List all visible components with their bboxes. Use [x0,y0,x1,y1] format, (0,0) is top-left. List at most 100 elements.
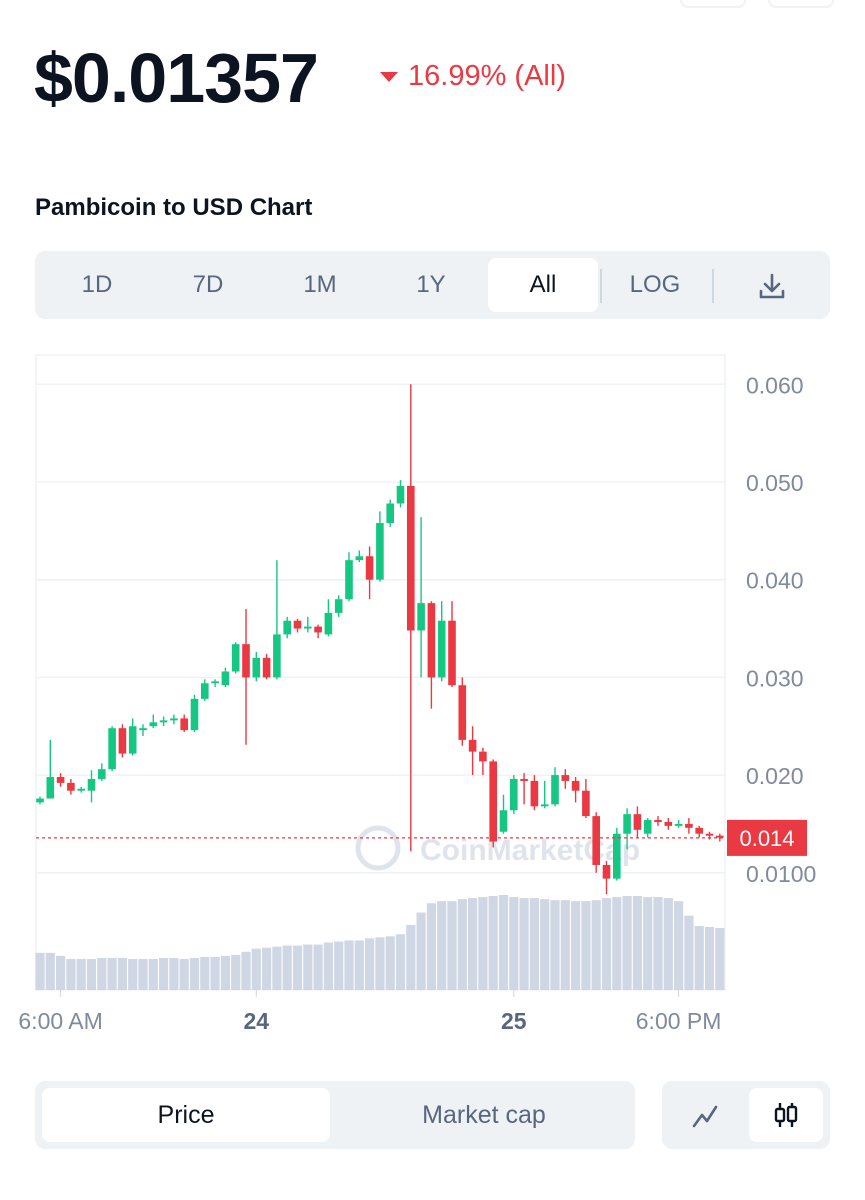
volume-bar [365,938,375,990]
candle-body [386,503,394,524]
candle-body [437,620,446,678]
candle-body [159,720,168,723]
volume-bar [715,928,725,990]
candle-body [499,810,508,832]
candle-body [448,620,456,686]
candle-body [468,739,477,752]
volume-bar [344,940,354,990]
candle-body [67,782,75,791]
y-tick-label: 0.050 [746,470,804,496]
y-tick-label: 0.020 [746,763,804,789]
candle-body [98,769,106,779]
candle-body [87,778,96,791]
volume-bar [189,957,200,990]
volume-bar [395,934,406,990]
candle-body [582,790,590,817]
volume-bar [128,959,138,990]
volume-bar [262,947,272,990]
volume-bar [674,901,684,990]
volume-bar [457,899,467,990]
volume-bar [550,900,560,990]
volume-bar [45,952,55,990]
range-tabs: 1D 7D 1M 1Y All LOG [35,251,830,319]
volume-bar [66,959,76,990]
candle-body [427,603,436,678]
y-tick-label: 0.0100 [746,861,816,887]
volume-bar [354,940,364,990]
candle-body [592,816,600,865]
volume-bar [581,901,591,990]
volume-bar [704,927,715,990]
candle-body [77,788,85,791]
volume-bar [509,897,519,990]
volume-bar [169,957,179,990]
candle-body [396,485,405,504]
range-tab[interactable]: All [488,258,598,312]
volume-bar [519,898,529,990]
line-icon[interactable] [690,1101,720,1131]
range-tab[interactable]: 7D [192,271,224,298]
volume-bar [684,915,694,990]
y-tick-label: 0.060 [746,372,804,398]
volume-bar [375,937,385,990]
chart-style [662,1081,830,1149]
volume-bar [56,955,66,990]
volume-bar [385,936,395,990]
candle-body [334,599,343,613]
volume-bar [406,924,416,990]
candle-body [149,722,158,727]
volume-bar [653,897,663,990]
volume-bar [498,895,509,990]
toggle-option[interactable]: Market cap [422,1101,546,1129]
x-tick-label: 25 [501,1008,527,1034]
candle-body [705,833,714,836]
volume-bar [529,898,539,990]
volume-bar [694,925,704,990]
candle-body [231,644,240,672]
candle-body [273,634,281,678]
volume-bar [76,959,86,990]
volume-bar [416,912,426,990]
candle-body [551,775,559,805]
price-change: 16.99% (All) [380,60,566,93]
volume-bar [231,954,241,990]
candle-body [190,698,199,731]
candle-body [520,778,528,781]
watermark-logo [355,825,401,871]
candle-body [407,485,415,631]
volume-bar [591,900,601,990]
candle-body [540,804,549,807]
range-tab[interactable]: 1M [303,271,337,298]
volume-bar [241,951,251,990]
candle-body [602,864,611,879]
chart-title: Pambicoin to USD Chart [35,194,313,221]
candle-body [56,777,65,783]
toggle-option[interactable]: Price [42,1088,330,1142]
volume-bar [107,957,117,990]
volume-bar [148,959,158,990]
volume-bar [612,897,622,990]
download-icon[interactable] [757,271,787,301]
candle-body [170,718,178,721]
plot-frame [35,354,726,991]
volume-bar [138,959,148,990]
volume-bar [323,942,333,990]
candle-body [479,751,487,762]
range-tab[interactable]: 1Y [416,271,446,298]
candle-button[interactable] [749,1088,823,1142]
volume-bar [86,959,97,990]
range-tab[interactable]: 1D [81,271,113,298]
volume-bar [200,956,210,990]
x-tick-label: 6:00 AM [18,1008,102,1034]
volume-bar [97,957,107,990]
candle-body [252,657,261,678]
volume-bar [292,945,303,990]
volume-bar [437,901,447,990]
candle-body [324,612,333,635]
candle-body [36,798,44,803]
volume-bar [334,941,344,990]
volume-bar [540,899,550,990]
range-tab[interactable]: LOG [629,271,681,298]
candle-body [108,728,116,770]
